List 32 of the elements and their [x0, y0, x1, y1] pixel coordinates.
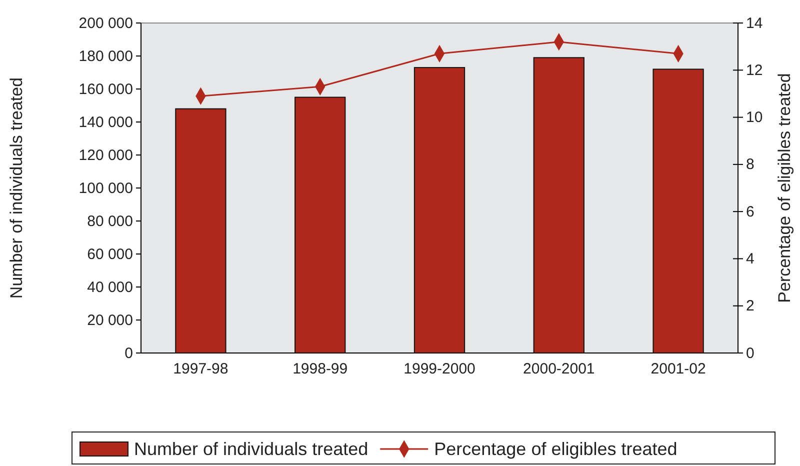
y-tick-label: 0	[124, 344, 133, 362]
bar	[414, 67, 466, 354]
y2-tick-label: 4	[746, 250, 754, 268]
bar	[175, 108, 226, 354]
x-tick-label: 2000-2001	[523, 360, 595, 378]
bar	[533, 57, 584, 354]
x-tick-label: 1998-99	[292, 360, 348, 378]
x-tick-label: 2001-02	[650, 360, 706, 378]
y-tick-label: 180 000	[78, 48, 133, 65]
y-tick-label: 60 000	[87, 246, 133, 263]
y-tick-label: 20 000	[87, 312, 133, 329]
y2-axis-title: Percentage of eligibles treated	[775, 73, 794, 303]
legend-label: Percentage of eligibles treated	[434, 439, 678, 459]
y2-tick-label: 2	[746, 298, 754, 315]
y2-tick-label: 12	[746, 62, 763, 79]
y2-tick-label: 8	[746, 156, 754, 174]
y2-tick-label: 14	[746, 14, 763, 32]
y2-tick-label: 10	[746, 109, 763, 126]
y-tick-label: 80 000	[87, 212, 133, 230]
y2-tick-label: 6	[746, 203, 754, 220]
y2-tick-label: 0	[746, 344, 754, 362]
legend-label: Number of individuals treated	[134, 439, 368, 459]
y-tick-label: 120 000	[78, 146, 133, 164]
y-tick-label: 140 000	[78, 114, 133, 131]
y-tick-label: 40 000	[87, 278, 133, 296]
bar	[652, 68, 704, 354]
y-axis-title: Number of individuals treated	[7, 77, 26, 299]
y-tick-label: 200 000	[78, 14, 133, 32]
y-tick-label: 100 000	[78, 180, 133, 197]
y-tick-label: 160 000	[78, 80, 133, 98]
x-tick-label: 1999-2000	[404, 360, 476, 378]
x-tick-label: 1997-98	[173, 360, 228, 378]
